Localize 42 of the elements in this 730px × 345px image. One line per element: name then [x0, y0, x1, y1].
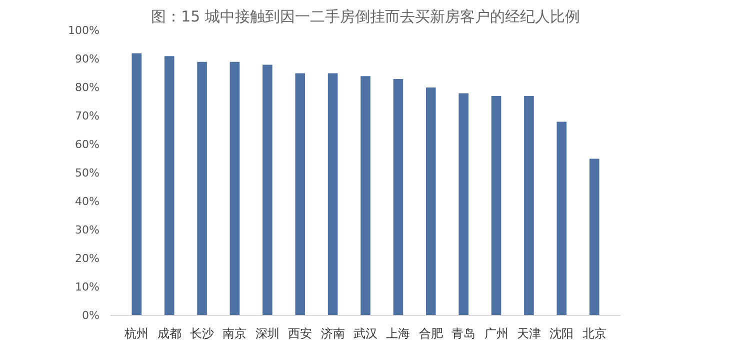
y-tick-label: 70% [75, 110, 100, 122]
y-tick-label: 10% [75, 280, 100, 294]
y-tick-label: 20% [75, 252, 100, 265]
x-tick-label: 上海 [386, 326, 410, 340]
bar [491, 96, 502, 316]
x-tick-label: 西安 [288, 326, 312, 340]
x-tick-label: 武汉 [354, 326, 378, 340]
y-tick-label: 100% [68, 24, 100, 37]
bar [458, 93, 468, 316]
bar [197, 62, 207, 316]
x-tick-label: 成都 [157, 326, 182, 340]
bar [132, 53, 142, 316]
x-tick-label: 沈阳 [550, 326, 574, 340]
x-tick-label: 天津 [516, 326, 541, 340]
x-tick-label: 合肥 [418, 326, 443, 340]
x-tick-label: 北京 [582, 326, 606, 340]
bar [328, 73, 338, 316]
y-tick-label: 80% [75, 81, 100, 94]
bar [589, 158, 600, 316]
bar [524, 96, 534, 316]
x-tick-label: 广州 [484, 326, 508, 340]
bar [295, 73, 306, 316]
x-tick-label: 杭州 [124, 326, 149, 340]
bar [556, 122, 567, 316]
y-tick-label: 0% [82, 309, 100, 322]
bar [262, 64, 272, 316]
bar [426, 88, 436, 316]
bar [393, 78, 404, 316]
x-tick-label: 长沙 [190, 326, 214, 340]
bar [360, 76, 370, 316]
y-tick-label: 30% [75, 224, 100, 236]
y-tick-label: 40% [75, 195, 100, 208]
x-tick-label: 深圳 [255, 326, 280, 340]
x-tick-label: 济南 [320, 326, 345, 340]
bar [230, 62, 240, 316]
x-tick-label: 南京 [222, 326, 247, 340]
chart-title: 图：15 城中接触到因一二手房倒挂而去买新房客户的经纪人比例 [151, 8, 580, 26]
y-tick-label: 90% [75, 52, 100, 66]
y-tick-label: 50% [75, 166, 100, 180]
x-tick-label: 青岛 [452, 326, 476, 340]
y-tick-label: 60% [75, 138, 100, 151]
bar [164, 56, 174, 316]
